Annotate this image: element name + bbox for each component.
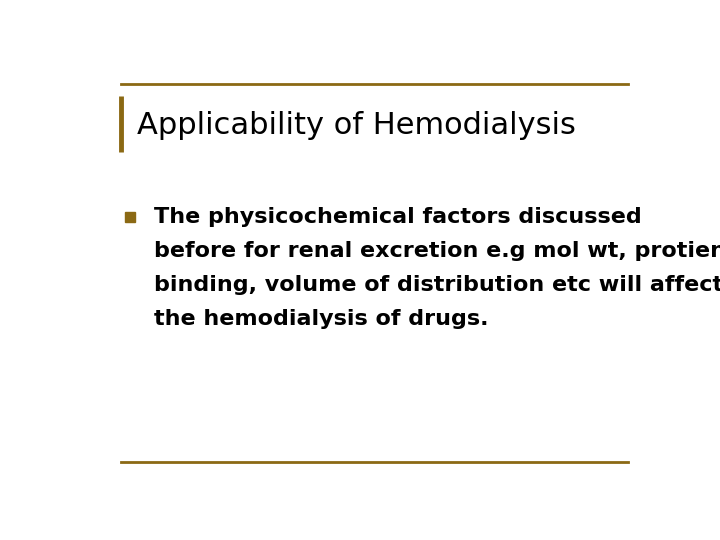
Text: The physicochemical factors discussed: The physicochemical factors discussed (154, 207, 642, 227)
Text: Applicability of Hemodialysis: Applicability of Hemodialysis (138, 111, 576, 140)
Text: the hemodialysis of drugs.: the hemodialysis of drugs. (154, 309, 489, 329)
Text: before for renal excretion e.g mol wt, protien: before for renal excretion e.g mol wt, p… (154, 241, 720, 261)
Text: binding, volume of distribution etc will affect: binding, volume of distribution etc will… (154, 275, 720, 295)
